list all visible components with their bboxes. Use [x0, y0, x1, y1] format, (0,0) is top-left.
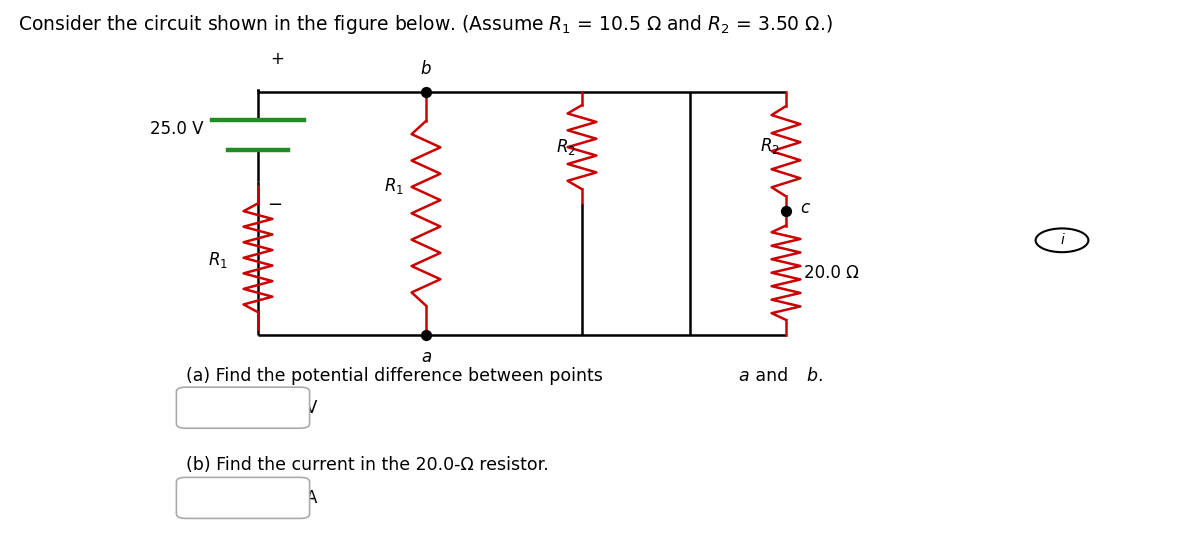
Text: 25.0 V: 25.0 V [150, 120, 204, 138]
Text: −: − [268, 196, 283, 214]
Point [416, 330, 436, 339]
Text: b: b [421, 60, 431, 78]
Text: A: A [306, 489, 317, 507]
FancyBboxPatch shape [176, 477, 310, 518]
Text: (a) Find the potential difference between points: (a) Find the potential difference betwee… [186, 367, 608, 385]
Point [776, 206, 796, 215]
Text: and: and [750, 367, 793, 385]
Text: +: + [270, 50, 284, 68]
Text: .: . [817, 367, 823, 385]
FancyBboxPatch shape [176, 387, 310, 428]
Text: $R_1$: $R_1$ [384, 176, 404, 197]
Text: (b) Find the current in the 20.0-Ω resistor.: (b) Find the current in the 20.0-Ω resis… [186, 456, 548, 474]
Text: $R_1$: $R_1$ [208, 251, 228, 271]
Text: 20.0 Ω: 20.0 Ω [804, 264, 859, 282]
Text: $R_2$: $R_2$ [760, 136, 780, 156]
Text: a: a [738, 367, 749, 385]
Point [416, 87, 436, 96]
Text: Consider the circuit shown in the figure below. (Assume $R_1$ = 10.5 $\Omega$ an: Consider the circuit shown in the figure… [18, 14, 833, 37]
Text: a: a [421, 348, 431, 366]
Text: $R_2$: $R_2$ [556, 137, 576, 157]
Text: V: V [306, 399, 317, 417]
Text: b: b [806, 367, 817, 385]
Text: c: c [800, 199, 810, 217]
Text: i: i [1060, 233, 1064, 247]
